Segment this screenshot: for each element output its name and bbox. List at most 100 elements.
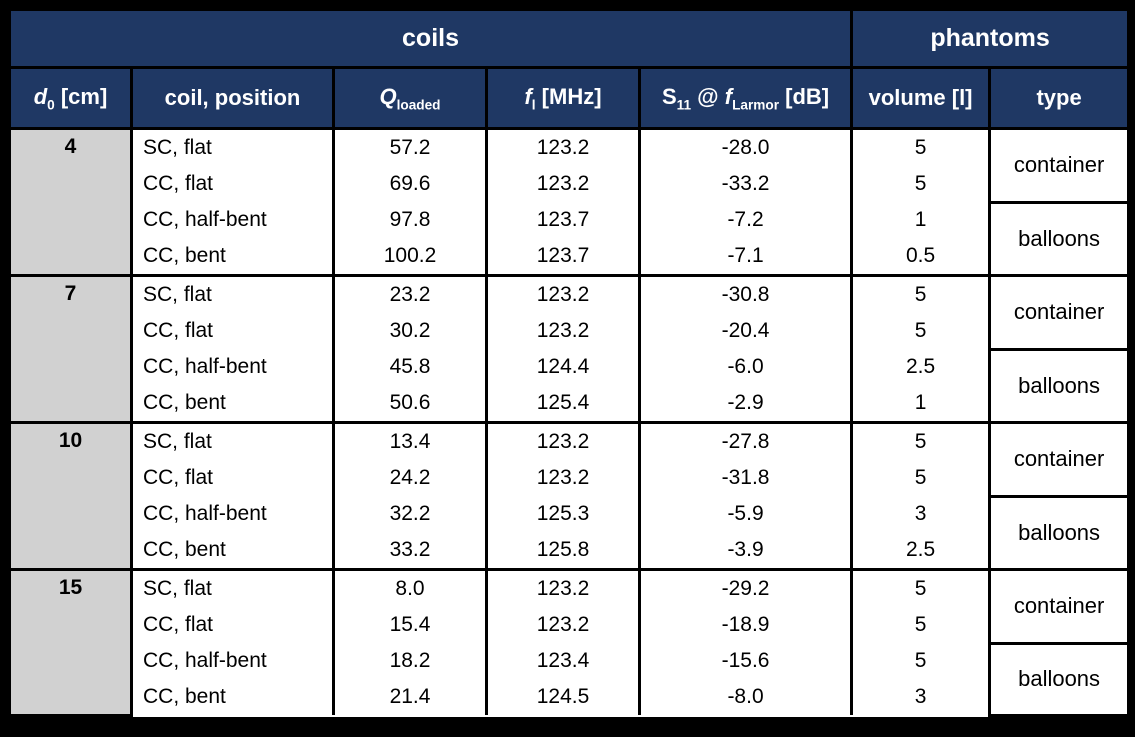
f-cell: 123.4: [485, 643, 641, 679]
table-row: 7 SC, flat 23.2 123.2 -30.8 5 container: [8, 274, 1131, 424]
coil-position-cell: CC, bent: [130, 532, 335, 570]
group-header-row: coils phantoms: [7, 8, 1131, 69]
volume-cell: 5: [850, 460, 992, 496]
f-cell: 124.4: [485, 349, 641, 385]
coil-position-cell: CC, bent: [130, 238, 335, 276]
volume-cell: 0.5: [850, 238, 992, 276]
d0-cell: 15: [8, 568, 133, 717]
s11-cell: -29.2: [637, 568, 854, 607]
s11-cell: -18.9: [637, 607, 854, 643]
table-row: CC, flat 69.6 123.2 -33.2 5: [10, 166, 1129, 202]
table-row: CC, half-bent 45.8 124.4 -6.0 2.5 balloo…: [10, 347, 1131, 424]
col-header-q-loaded: Qloaded: [332, 66, 488, 130]
type-cell: balloons: [988, 347, 1131, 424]
table-row: CC, flat 15.4 123.2 -18.9 5: [10, 607, 1129, 643]
type-cell: balloons: [988, 641, 1131, 717]
q-loaded-cell: 30.2: [332, 313, 488, 349]
coil-position-cell: CC, flat: [130, 166, 335, 202]
volume-cell: 1: [850, 202, 992, 238]
volume-cell: 5: [850, 421, 992, 460]
f-cell: 125.3: [485, 496, 641, 532]
f-cell: 123.2: [485, 568, 641, 607]
type-cell: balloons: [988, 200, 1131, 277]
coil-position-cell: CC, flat: [130, 460, 335, 496]
q-loaded-cell: 97.8: [332, 202, 488, 238]
s11-cell: -6.0: [637, 349, 854, 385]
q-loaded-cell: 8.0: [332, 568, 488, 607]
table-row: CC, bent 33.2 125.8 -3.9 2.5: [10, 532, 1129, 570]
s11-cell: -5.9: [637, 496, 854, 532]
volume-cell: 3: [850, 496, 992, 532]
coil-position-cell: CC, flat: [130, 607, 335, 643]
volume-cell: 5: [850, 313, 992, 349]
q-loaded-cell: 100.2: [332, 238, 488, 276]
type-cell: container: [988, 421, 1131, 498]
f-cell: 123.2: [485, 421, 641, 460]
d0-cell: 10: [8, 421, 133, 571]
coil-position-cell: CC, half-bent: [130, 496, 335, 532]
s11-cell: -2.9: [637, 385, 854, 423]
volume-cell: 5: [850, 166, 992, 202]
d0-cell: 4: [8, 127, 133, 277]
s11-cell: -27.8: [637, 421, 854, 460]
results-table: coils phantoms d0 [cm] coil, position Ql…: [7, 8, 1131, 717]
col-header-volume: volume [l]: [850, 66, 992, 130]
table-row: 10 SC, flat 13.4 123.2 -27.8 5 container: [8, 421, 1131, 571]
volume-cell: 5: [850, 127, 992, 166]
table-row: CC, flat 24.2 123.2 -31.8 5: [10, 460, 1129, 496]
q-loaded-cell: 15.4: [332, 607, 488, 643]
coil-position-cell: SC, flat: [130, 127, 335, 166]
col-header-d0: d0 [cm]: [8, 66, 133, 130]
f-cell: 123.2: [485, 313, 641, 349]
table-row: 4 SC, flat 57.2 123.2 -28.0 5 container: [8, 127, 1131, 277]
table-row: CC, half-bent 32.2 125.3 -5.9 3 balloons: [10, 494, 1131, 571]
volume-cell: 2.5: [850, 532, 992, 570]
q-loaded-cell: 21.4: [332, 679, 488, 715]
type-cell: container: [988, 568, 1131, 645]
volume-cell: 5: [850, 607, 992, 643]
s11-cell: -8.0: [637, 679, 854, 715]
table-row: CC, bent 50.6 125.4 -2.9 1: [10, 385, 1129, 423]
s11-cell: -7.2: [637, 202, 854, 238]
s11-cell: -20.4: [637, 313, 854, 349]
d0-cell: 7: [8, 274, 133, 424]
q-loaded-cell: 45.8: [332, 349, 488, 385]
type-cell: container: [988, 274, 1131, 351]
s11-cell: -30.8: [637, 274, 854, 313]
volume-cell: 1: [850, 385, 992, 423]
q-loaded-cell: 33.2: [332, 532, 488, 570]
f-cell: 123.2: [485, 460, 641, 496]
volume-cell: 5: [850, 274, 992, 313]
type-cell: balloons: [988, 494, 1131, 571]
col-header-type: type: [988, 66, 1131, 130]
coil-position-cell: SC, flat: [130, 421, 335, 460]
col-header-coil-position: coil, position: [130, 66, 335, 130]
col-header-s11: S11 @ fLarmor [dB]: [637, 66, 854, 130]
coil-position-cell: SC, flat: [130, 568, 335, 607]
volume-cell: 5: [850, 643, 992, 679]
q-loaded-cell: 50.6: [332, 385, 488, 423]
coil-position-cell: SC, flat: [130, 274, 335, 313]
f-cell: 123.7: [485, 238, 641, 276]
coil-position-cell: CC, half-bent: [130, 202, 335, 238]
coil-position-cell: CC, bent: [130, 679, 335, 715]
coil-position-cell: CC, half-bent: [130, 349, 335, 385]
f-cell: 123.2: [485, 274, 641, 313]
f-cell: 123.2: [485, 166, 641, 202]
q-loaded-cell: 23.2: [332, 274, 488, 313]
q-loaded-cell: 57.2: [332, 127, 488, 166]
volume-cell: 3: [850, 679, 992, 715]
phantoms-group-header: phantoms: [850, 8, 1131, 69]
s11-cell: -3.9: [637, 532, 854, 570]
f-cell: 123.7: [485, 202, 641, 238]
q-loaded-cell: 24.2: [332, 460, 488, 496]
s11-cell: -33.2: [637, 166, 854, 202]
col-header-f-mhz: fl [MHz]: [485, 66, 641, 130]
table-row: CC, half-bent 97.8 123.7 -7.2 1 balloons: [10, 200, 1131, 277]
table-row: CC, flat 30.2 123.2 -20.4 5: [10, 313, 1129, 349]
q-loaded-cell: 32.2: [332, 496, 488, 532]
table-row: CC, half-bent 18.2 123.4 -15.6 5 balloon…: [10, 641, 1131, 717]
coil-position-cell: CC, flat: [130, 313, 335, 349]
s11-cell: -15.6: [637, 643, 854, 679]
s11-cell: -31.8: [637, 460, 854, 496]
